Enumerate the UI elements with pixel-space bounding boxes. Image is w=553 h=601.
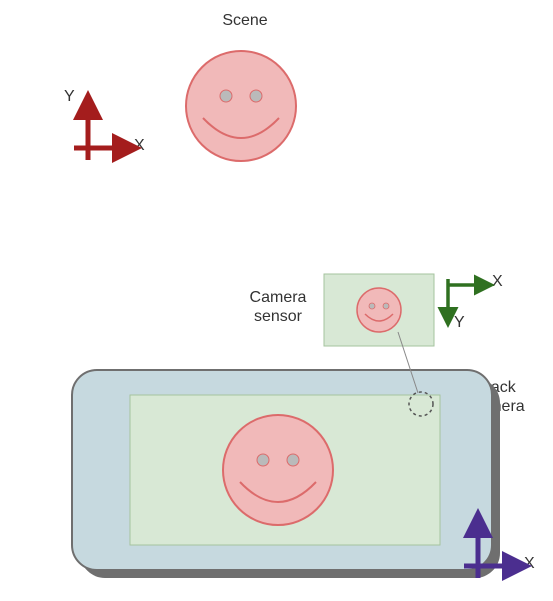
viewfinder-face [223,415,333,525]
scene-face [186,51,296,161]
scene-axis [74,100,132,160]
sensor-face [357,288,401,332]
diagram-svg [0,0,553,601]
sensor-axis [448,279,488,321]
